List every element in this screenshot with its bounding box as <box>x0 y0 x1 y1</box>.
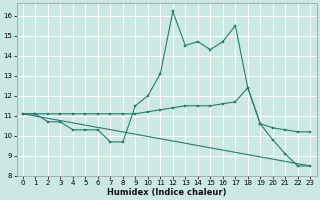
X-axis label: Humidex (Indice chaleur): Humidex (Indice chaleur) <box>107 188 226 197</box>
